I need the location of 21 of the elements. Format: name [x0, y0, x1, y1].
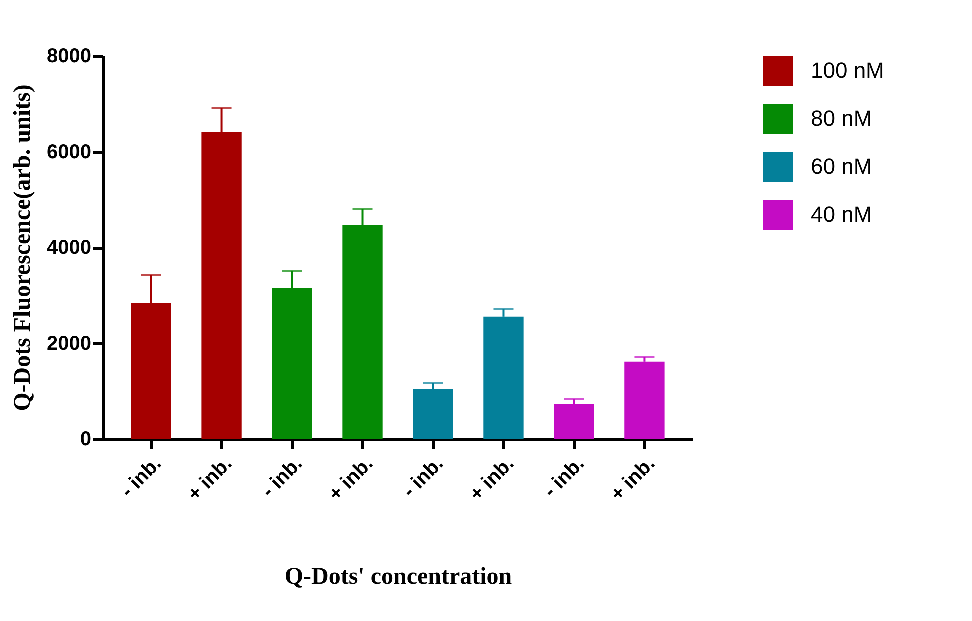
x-tick-label: + inb.: [606, 452, 660, 506]
x-tick-label: - inb.: [116, 452, 166, 502]
x-tick-label: + inb.: [184, 452, 237, 506]
x-axis-title: Q-Dots' concentration: [284, 564, 512, 590]
y-axis-title: Q-Dots Fluorescence(arb. units): [10, 84, 36, 412]
x-tick-label: - inb.: [398, 452, 448, 502]
y-tick-label: 8000: [47, 46, 92, 68]
x-tick-label: - inb.: [258, 452, 308, 502]
legend-label: 60 nM: [811, 154, 872, 179]
y-tick-label: 4000: [47, 237, 92, 259]
x-tick-label: - inb.: [540, 452, 590, 502]
x-tick-label: + inb.: [466, 452, 519, 506]
legend-label: 100 nM: [811, 58, 884, 83]
y-tick-label: 2000: [47, 332, 92, 355]
y-tick-label: 6000: [47, 141, 92, 164]
legend-label: 80 nM: [811, 106, 872, 131]
bar: [624, 362, 665, 439]
x-tick-label: + inb.: [324, 452, 378, 506]
legend-label: 40 nM: [811, 202, 872, 227]
y-tick-label: 0: [80, 428, 92, 450]
bar: [554, 404, 594, 439]
